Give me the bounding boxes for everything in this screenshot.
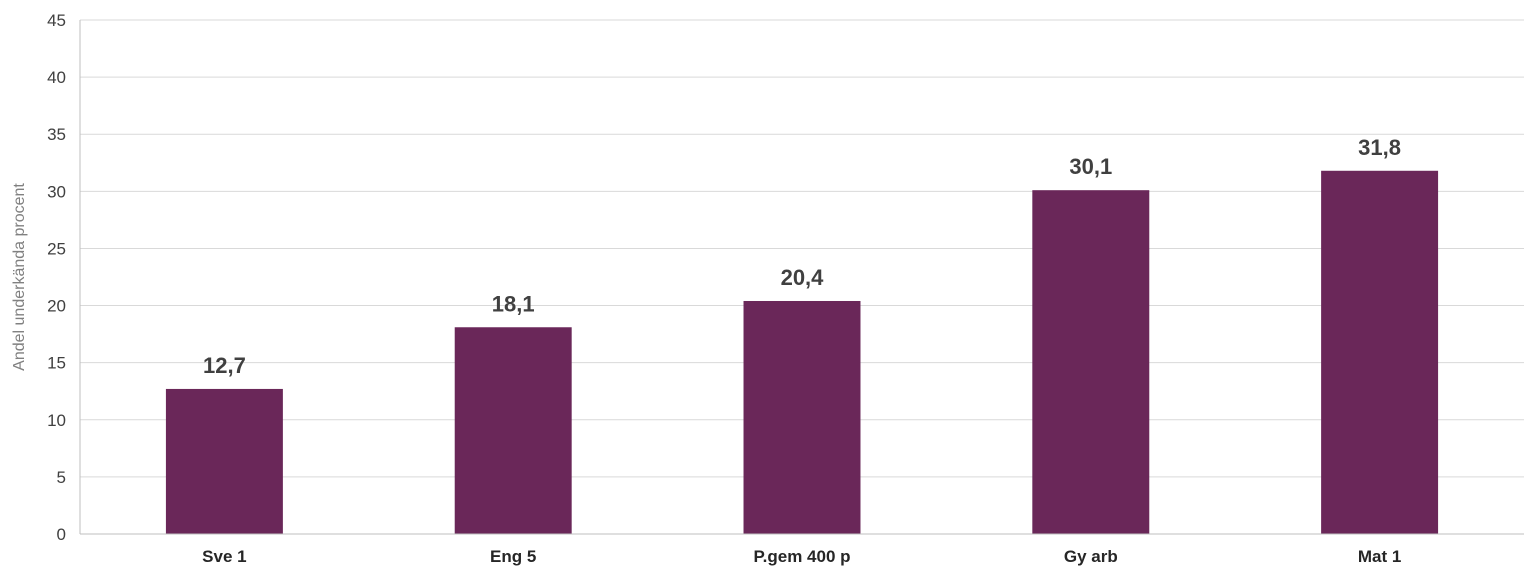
x-tick-label: P.gem 400 p — [753, 547, 850, 566]
y-tick-label: 45 — [47, 11, 66, 30]
labels: 0 5 10 15 20 25 30 35 40 45 12,7 Sve 1 18,1 Eng 5 20,4… — [47, 11, 1401, 566]
x-tick-label: Gy arb — [1064, 547, 1118, 566]
x-tick-label: Eng 5 — [490, 547, 536, 566]
y-tick-label: 30 — [47, 182, 66, 201]
data-label: 20,4 — [781, 265, 825, 290]
data-label: 12,7 — [203, 353, 246, 378]
y-axis-title: Andel underkända procent — [11, 183, 28, 371]
bars — [165, 170, 1439, 535]
bar-3 — [743, 300, 861, 534]
gridlines — [80, 19, 1524, 478]
data-label: 31,8 — [1358, 135, 1401, 160]
bar-1 — [165, 388, 283, 534]
bar-2 — [454, 327, 572, 534]
y-tick-label: 20 — [47, 297, 66, 316]
y-tick-label: 0 — [57, 525, 66, 544]
axes — [79, 20, 1524, 535]
bar-5 — [1321, 170, 1439, 535]
y-tick-label: 35 — [47, 125, 66, 144]
x-tick-label: Mat 1 — [1358, 547, 1401, 566]
y-tick-label: 15 — [47, 354, 66, 373]
y-tick-label: 10 — [47, 411, 66, 430]
y-tick-label: 25 — [47, 239, 66, 258]
y-tick-label: 40 — [47, 68, 66, 87]
x-tick-label: Sve 1 — [202, 547, 246, 566]
data-label: 30,1 — [1069, 154, 1112, 179]
data-label: 18,1 — [492, 291, 535, 316]
y-tick-label: 5 — [57, 468, 66, 487]
bar-4 — [1032, 190, 1150, 535]
